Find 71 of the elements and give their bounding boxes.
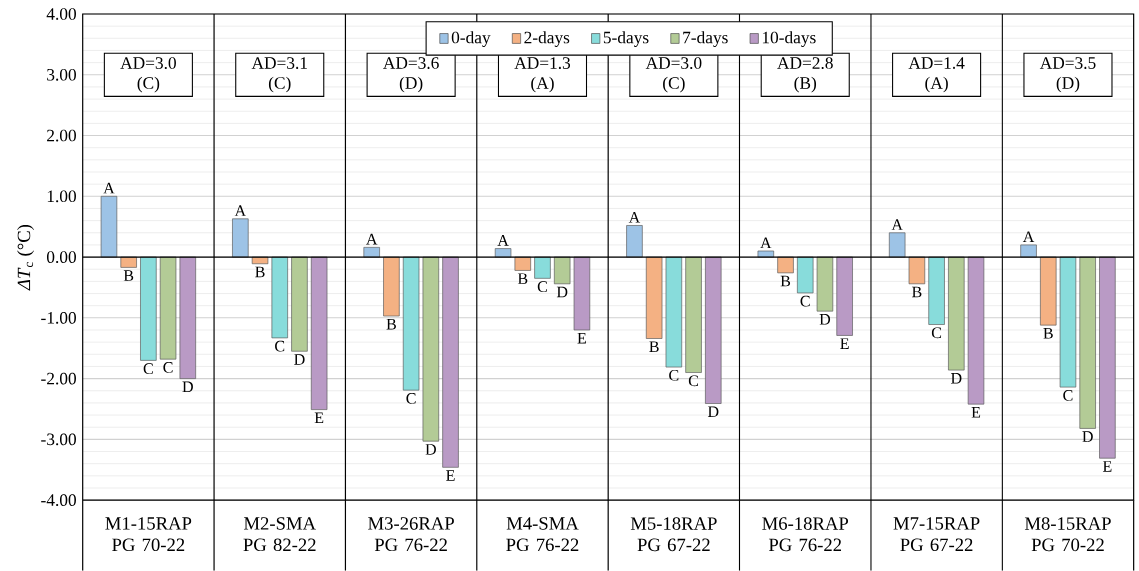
y-tick-label: 1.00 [47,190,76,203]
data-label: D [950,373,962,384]
data-label: B [780,275,791,287]
data-label: B [517,273,528,284]
data-label: D [425,444,436,455]
data-label: B [649,341,659,353]
data-label: C [143,363,153,375]
annotation: AD=1.3 (A) [514,57,571,93]
legend-label: 5-days [603,31,649,48]
y-axis-title: ΔT$_{c}$ (°C) [17,225,35,291]
annotation: AD=1.4 (A) [908,57,965,93]
legend-label: 10-days [762,31,816,48]
data-label: D [1082,431,1093,442]
data-label: C [669,370,679,381]
x-tick-label: M6-18RAP PG 76-22 [762,517,849,552]
data-label: B [123,270,134,281]
legend-label: 2-days [524,31,570,48]
data-label: C [275,340,285,352]
data-label: C [931,327,942,339]
annotation: AD=3.1 (C) [251,57,307,93]
x-tick-label: M3-26RAP PG 76-22 [368,517,454,552]
x-tick-label: M8-15RAP PG 70-22 [1024,517,1111,552]
y-tick-label: 2.00 [47,129,76,142]
data-label: A [891,219,903,230]
data-label: D [294,354,305,365]
data-label: D [707,406,719,418]
data-label: C [1063,390,1073,401]
y-tick-label: 0.00 [46,251,76,264]
annotation: AD=2.8 (B) [777,57,833,93]
y-tick-label: -4.00 [41,494,76,507]
x-tick-label: M7-15RAP PG 67-22 [893,517,980,552]
data-label: D [556,286,568,298]
data-label: E [840,338,849,349]
data-label: C [688,375,699,387]
data-label: C [406,393,416,404]
data-label: B [386,319,396,330]
data-label: E [446,470,455,481]
data-label: A [760,237,772,249]
data-label: A [103,182,115,194]
legend-label: 7-days [683,31,728,48]
data-label: E [577,333,586,344]
data-label: A [497,235,509,246]
data-label: C [537,281,547,293]
y-tick-label: 4.00 [46,8,76,20]
x-tick-label: M5-18RAP PG 67-22 [630,517,717,552]
data-label: B [1043,328,1053,339]
x-tick-label: M1-15RAP PG 70-22 [105,517,192,552]
y-tick-label: -2.00 [41,372,76,385]
data-label: A [234,205,246,216]
y-tick-label: -3.00 [41,433,76,446]
annotation: AD=3.0 (C) [120,57,176,93]
annotation: AD=3.6 (D) [383,57,439,93]
data-label: D [819,314,831,325]
annotation: AD=3.0 (C) [645,57,702,93]
data-label: C [800,295,810,307]
data-label: A [1022,231,1035,243]
annotation: AD=3.5 (D) [1039,57,1096,93]
data-label: B [912,286,922,298]
legend-label: 0-day [451,31,491,48]
x-tick-label: M4-SMA PG 76-22 [506,517,579,552]
data-label: E [971,407,981,418]
y-tick-label: -1.00 [41,312,76,324]
data-label: A [628,212,641,223]
x-tick-label: M2-SMA PG 82-22 [243,517,316,552]
data-label: D [182,381,193,393]
data-label: E [314,412,324,424]
y-tick-label: 3.00 [47,68,76,81]
data-label: B [255,266,265,278]
data-label: A [366,233,378,245]
data-label: C [163,362,173,373]
data-label: E [1102,461,1112,472]
